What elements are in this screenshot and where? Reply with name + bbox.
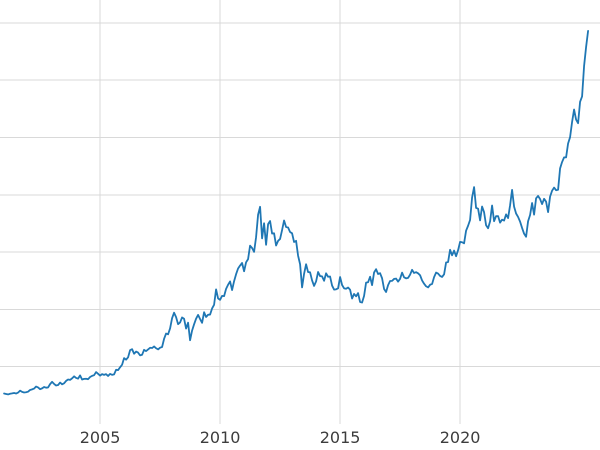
- price-series-line: [3, 30, 589, 396]
- x-tick-label: 2010: [200, 428, 241, 447]
- x-tick-label: 2005: [80, 428, 121, 447]
- x-tick-label: 2015: [320, 428, 361, 447]
- x-tick-label: 2020: [440, 428, 481, 447]
